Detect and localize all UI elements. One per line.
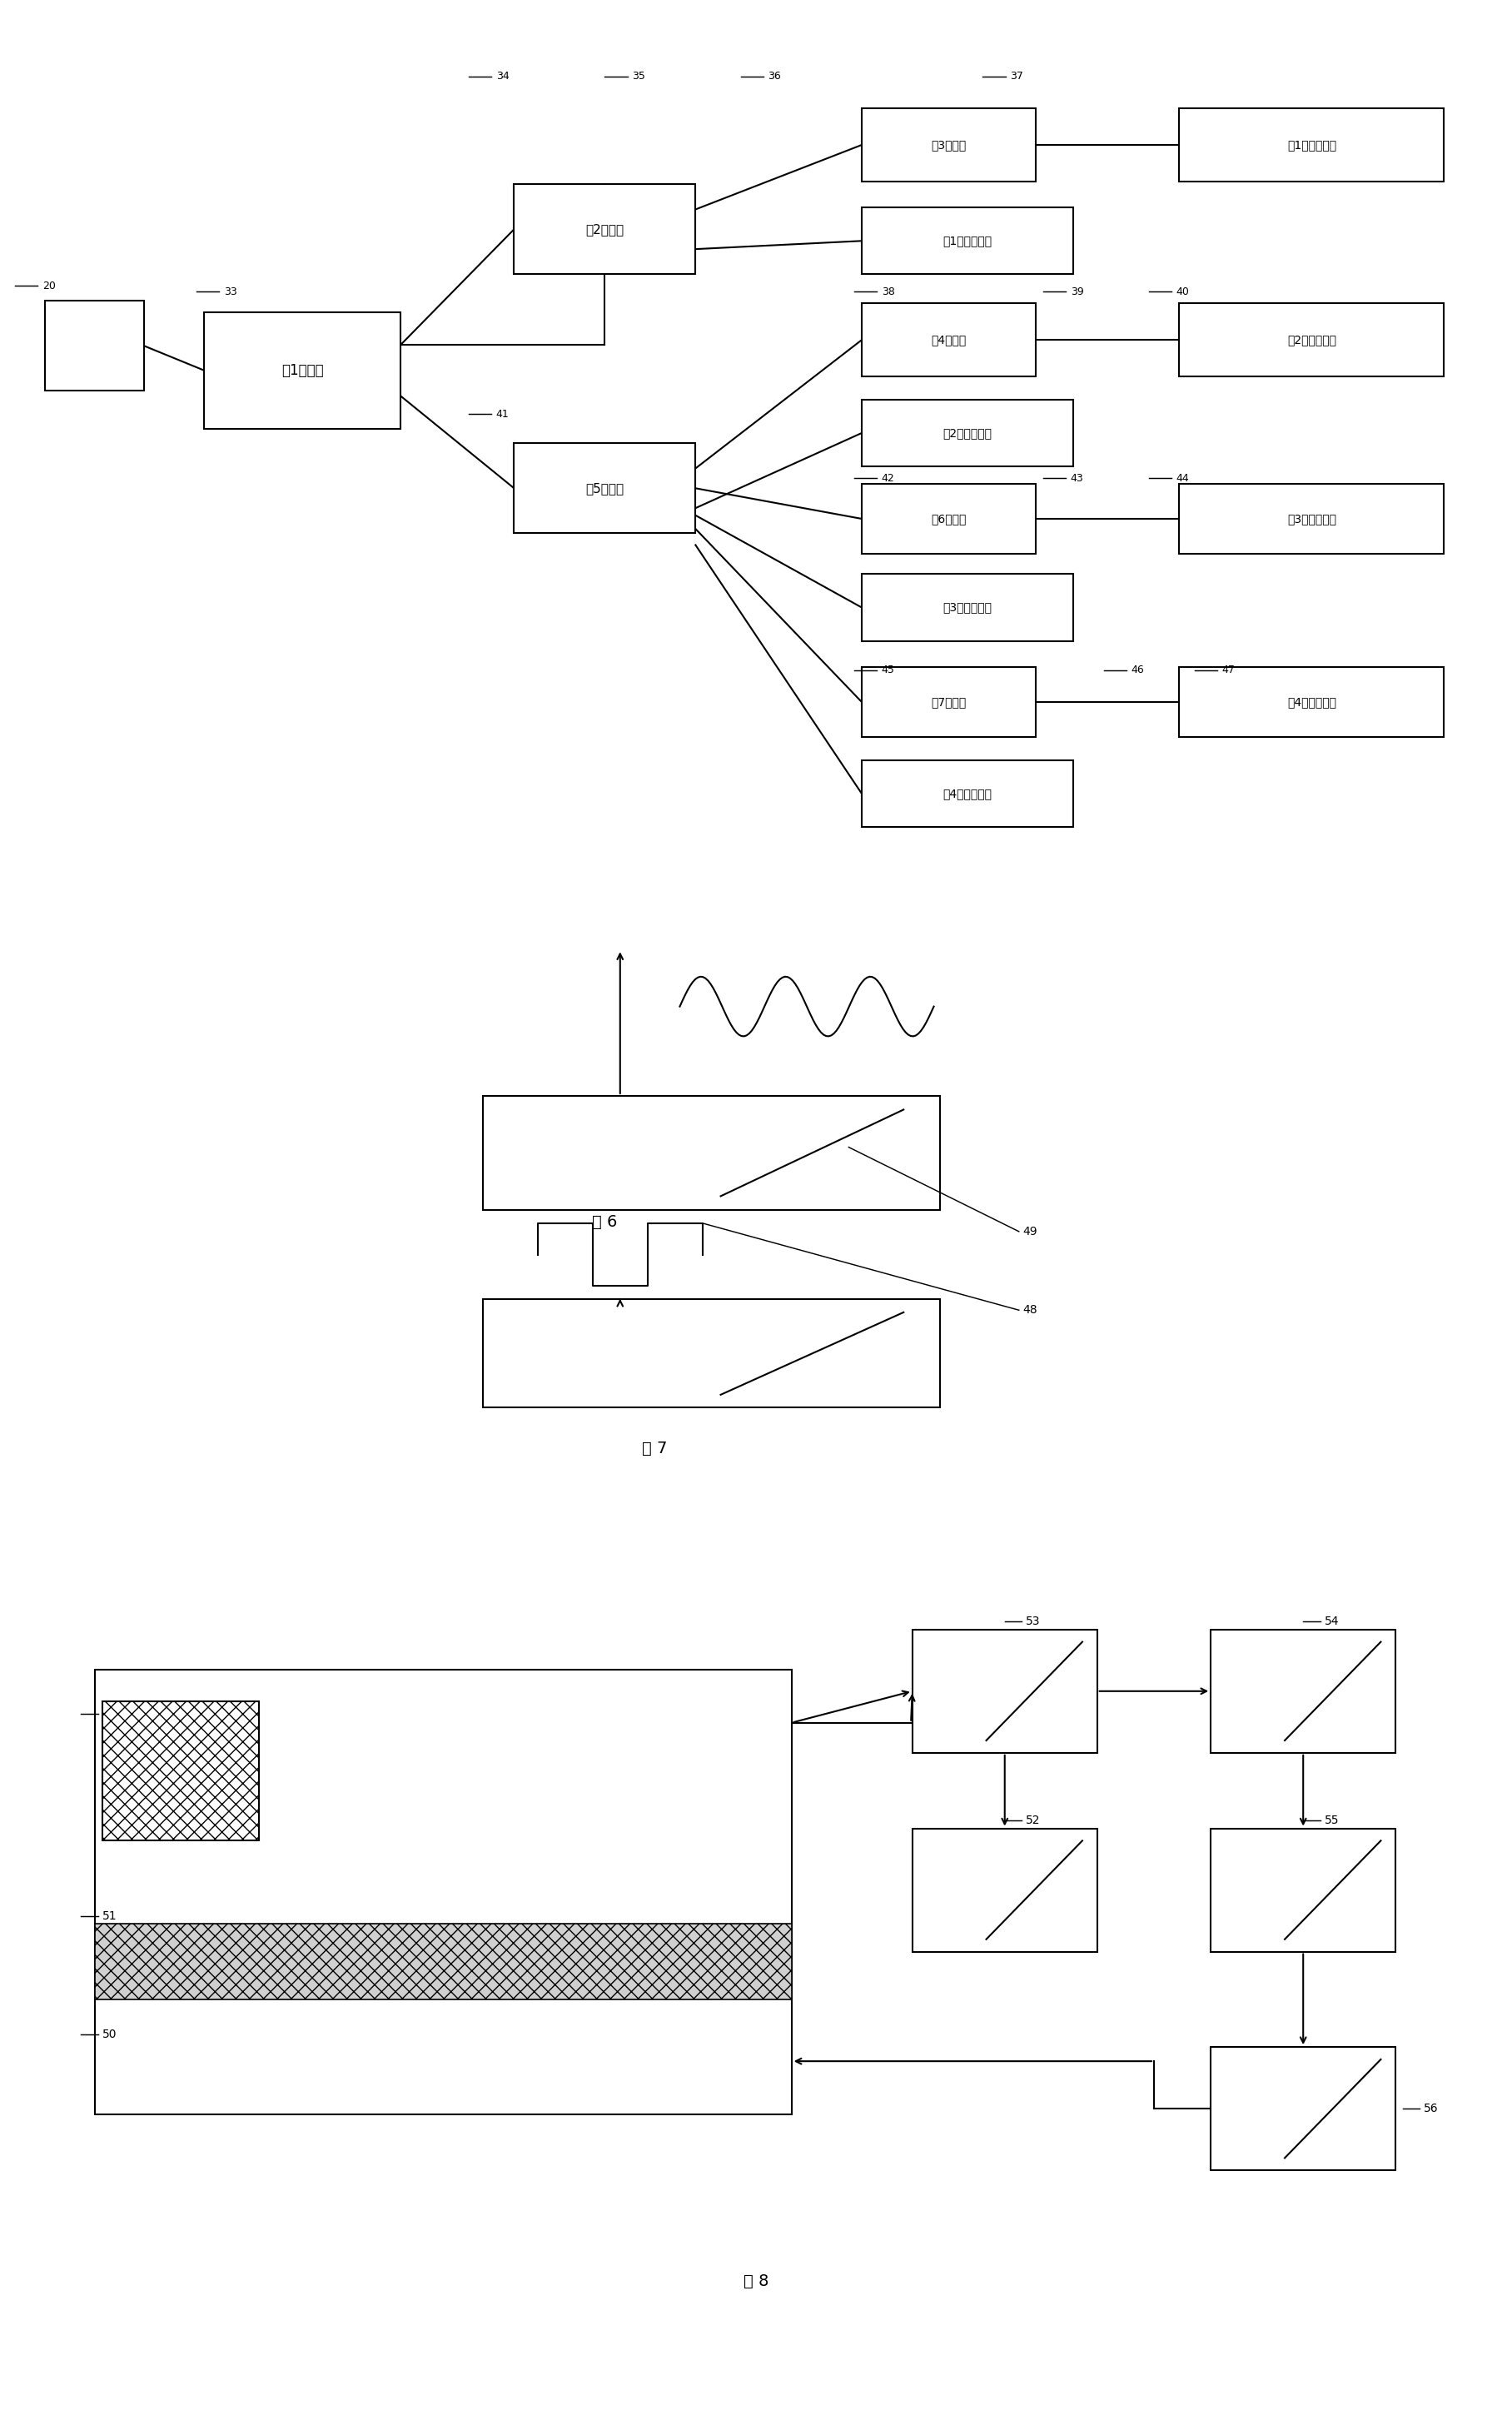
FancyBboxPatch shape <box>862 668 1036 737</box>
Text: 45: 45 <box>881 665 895 675</box>
Text: 第3耦合器: 第3耦合器 <box>931 140 966 152</box>
FancyBboxPatch shape <box>1211 2046 1396 2171</box>
Text: 第4自聚焦透镜: 第4自聚焦透镜 <box>1287 696 1337 709</box>
Text: 20: 20 <box>103 1709 116 1721</box>
Text: 36: 36 <box>768 70 782 82</box>
Text: 56: 56 <box>1424 2104 1439 2114</box>
Text: 48: 48 <box>1022 1304 1037 1316</box>
Text: 43: 43 <box>1070 472 1084 484</box>
Text: 图 7: 图 7 <box>641 1441 667 1456</box>
Text: 第7耦合器: 第7耦合器 <box>931 696 966 709</box>
FancyBboxPatch shape <box>862 207 1074 275</box>
Text: 39: 39 <box>1070 287 1084 296</box>
Text: 37: 37 <box>1010 70 1024 82</box>
Text: 54: 54 <box>1325 1615 1340 1627</box>
Text: 第4耦合器: 第4耦合器 <box>931 335 966 345</box>
FancyBboxPatch shape <box>103 1701 259 1841</box>
FancyBboxPatch shape <box>45 301 144 390</box>
FancyBboxPatch shape <box>1179 668 1444 737</box>
Text: 42: 42 <box>881 472 895 484</box>
FancyBboxPatch shape <box>95 1923 792 2000</box>
FancyBboxPatch shape <box>482 1299 940 1407</box>
Text: 35: 35 <box>632 70 646 82</box>
Text: 第1自聚焦透镜: 第1自聚焦透镜 <box>1287 140 1337 152</box>
FancyBboxPatch shape <box>862 400 1074 468</box>
Text: 53: 53 <box>1027 1615 1040 1627</box>
FancyBboxPatch shape <box>862 484 1036 554</box>
FancyBboxPatch shape <box>1211 1829 1396 1952</box>
FancyBboxPatch shape <box>862 759 1074 827</box>
Text: 44: 44 <box>1176 472 1190 484</box>
Text: 40: 40 <box>1176 287 1190 296</box>
Text: 第1耦合器: 第1耦合器 <box>281 364 324 378</box>
Text: 47: 47 <box>1222 665 1235 675</box>
Text: 图 6: 图 6 <box>593 1215 617 1229</box>
FancyBboxPatch shape <box>514 443 696 533</box>
FancyBboxPatch shape <box>862 108 1036 181</box>
Text: 图 8: 图 8 <box>744 2273 768 2289</box>
Text: 第5耦合器: 第5耦合器 <box>585 482 624 494</box>
Text: 第6耦合器: 第6耦合器 <box>931 513 966 525</box>
Text: 51: 51 <box>103 1911 116 1921</box>
Text: 41: 41 <box>496 410 510 419</box>
FancyBboxPatch shape <box>95 1670 792 2114</box>
Text: 50: 50 <box>103 2029 116 2041</box>
FancyBboxPatch shape <box>1211 1629 1396 1752</box>
FancyBboxPatch shape <box>204 313 401 429</box>
FancyBboxPatch shape <box>482 1097 940 1210</box>
Text: 20: 20 <box>42 280 56 292</box>
FancyBboxPatch shape <box>1179 304 1444 376</box>
FancyBboxPatch shape <box>862 304 1036 376</box>
Text: 46: 46 <box>1131 665 1145 675</box>
FancyBboxPatch shape <box>912 1829 1098 1952</box>
Text: 38: 38 <box>881 287 895 296</box>
Text: 第2光电检测器: 第2光电检测器 <box>943 427 992 439</box>
FancyBboxPatch shape <box>514 183 696 275</box>
Text: 第1光电检测器: 第1光电检测器 <box>943 236 992 246</box>
Text: 34: 34 <box>496 70 510 82</box>
Text: 第2耦合器: 第2耦合器 <box>585 224 624 236</box>
Text: 33: 33 <box>224 287 237 296</box>
Text: 第3光电检测器: 第3光电检测器 <box>943 602 992 615</box>
Text: 55: 55 <box>1325 1815 1340 1827</box>
Text: 第4光电检测器: 第4光电检测器 <box>943 788 992 800</box>
FancyBboxPatch shape <box>862 574 1074 641</box>
Text: 52: 52 <box>1027 1815 1040 1827</box>
FancyBboxPatch shape <box>912 1629 1098 1752</box>
FancyBboxPatch shape <box>1179 484 1444 554</box>
Text: 第3自聚焦透镜: 第3自聚焦透镜 <box>1287 513 1337 525</box>
Text: 第2自聚焦透镜: 第2自聚焦透镜 <box>1287 335 1337 345</box>
FancyBboxPatch shape <box>1179 108 1444 181</box>
Text: 49: 49 <box>1022 1227 1037 1236</box>
